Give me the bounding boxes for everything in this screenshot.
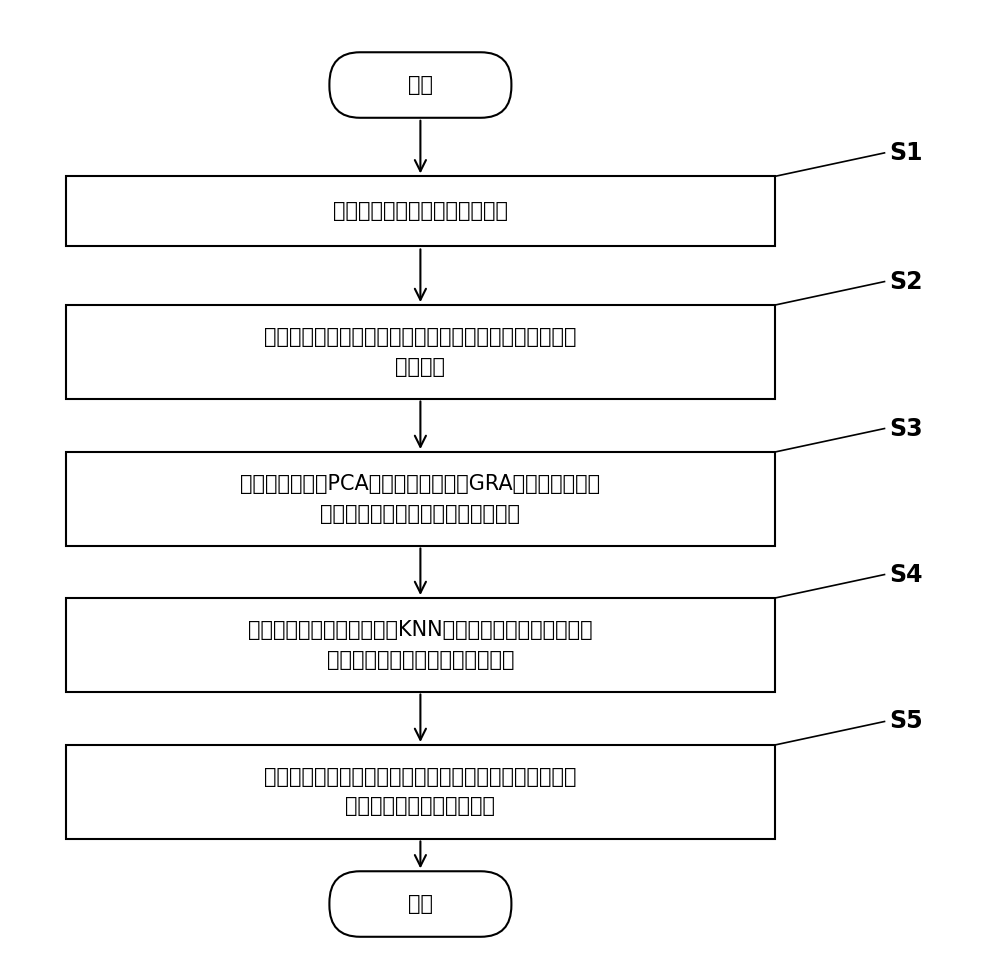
Bar [66,305,775,399]
FancyBboxPatch shape [329,872,511,937]
Text: 输入训练集，对样本数据进行预处理，得到预处理后故障
特征矩阵: 输入训练集，对样本数据进行预处理，得到预处理后故障 特征矩阵 [264,327,577,376]
Text: 结束: 结束 [408,894,433,914]
Text: S3: S3 [889,416,923,441]
Text: 基于主成分分析PCA与灰色关联度分析GRA对故障特征信息
进行量化，得到标准化故障特征矩阵: 基于主成分分析PCA与灰色关联度分析GRA对故障特征信息 进行量化，得到标准化故… [240,474,600,524]
Text: S2: S2 [889,269,923,293]
Text: 将测试集输入电力变压器故障诊断模型，得到诊断结果，
实现电力变压器故障的诊断: 将测试集输入电力变压器故障诊断模型，得到诊断结果， 实现电力变压器故障的诊断 [264,767,577,816]
Text: 开始: 开始 [408,75,433,95]
Bar [66,176,775,247]
Text: S5: S5 [889,710,923,733]
Bar [66,745,775,838]
Text: 引入粒子群优化算法对加权KNN分类算法进行优化，进行训
练，得到电力变压器故障诊断模型: 引入粒子群优化算法对加权KNN分类算法进行优化，进行训 练，得到电力变压器故障诊… [248,620,593,670]
Bar [66,598,775,691]
Text: 将样本数据分为训练集与测试集: 将样本数据分为训练集与测试集 [333,202,508,221]
FancyBboxPatch shape [329,53,511,118]
Text: S4: S4 [889,563,923,587]
Text: S1: S1 [889,140,923,165]
Bar [66,452,775,546]
